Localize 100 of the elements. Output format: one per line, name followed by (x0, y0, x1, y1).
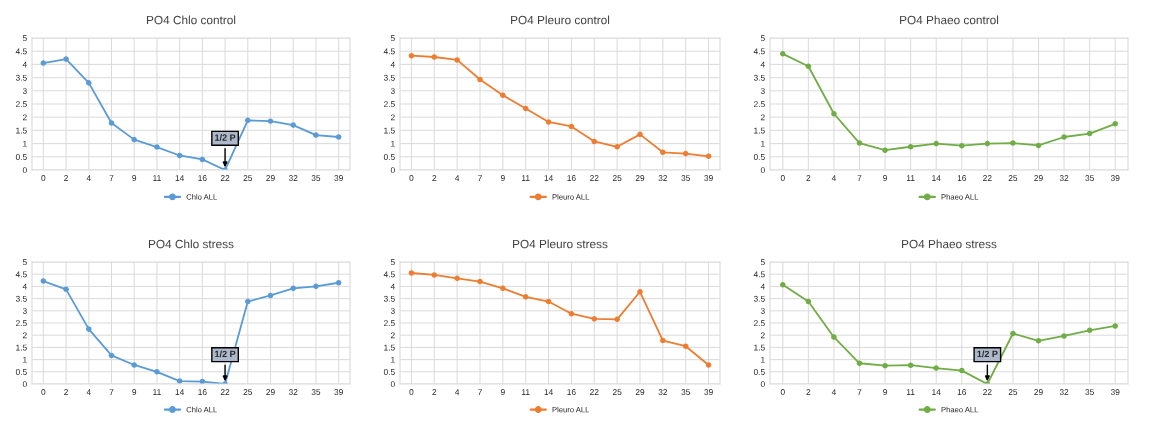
x-tick-label: 29 (266, 389, 275, 395)
y-tick-label: 4 (390, 283, 395, 290)
y-tick-label: 2.5 (15, 320, 27, 327)
x-tick-label: 7 (109, 175, 114, 181)
y-tick-label: 2.5 (15, 101, 27, 108)
chart-title: PO4 Phaeo control (900, 15, 999, 25)
y-tick-label: 3 (760, 88, 765, 94)
x-tick-label: 9 (500, 175, 505, 181)
y-tick-label: 1.5 (16, 127, 27, 134)
x-tick-label: 9 (883, 389, 887, 395)
chart-title: PO4 Chlo control (147, 15, 236, 25)
y-tick-label: 2.5 (383, 320, 395, 327)
x-tick-label: 14 (932, 175, 941, 181)
y-tick-label: 3.5 (383, 74, 395, 81)
x-tick-label: 32 (288, 175, 298, 181)
x-tick-label: 0 (780, 389, 785, 395)
x-tick-label: 9 (132, 389, 137, 395)
x-tick-label: 35 (681, 175, 690, 181)
x-tick-label: 25 (612, 389, 622, 395)
y-tick-label: 0.5 (15, 154, 27, 160)
x-tick-label: 29 (1034, 175, 1043, 181)
y-tick-label: 4.5 (15, 48, 27, 55)
x-tick-label: 25 (1008, 389, 1018, 395)
x-tick-label: 4 (86, 175, 91, 181)
y-tick-label: 3.5 (15, 295, 27, 302)
x-tick-label: 7 (478, 175, 482, 181)
x-tick-label: 39 (704, 389, 713, 395)
y-tick-label: 1.5 (16, 344, 27, 351)
x-tick-label: 16 (567, 175, 576, 181)
x-tick-label: 22 (220, 175, 230, 181)
x-tick-label: 22 (983, 389, 992, 395)
x-tick-label: 16 (198, 175, 207, 181)
x-tick-label: 11 (153, 175, 161, 181)
y-tick-label: 4 (22, 61, 27, 68)
y-tick-label: 2 (760, 332, 765, 339)
x-tick-label: 0 (409, 389, 414, 395)
x-tick-label: 0 (409, 175, 414, 181)
x-tick-label: 22 (590, 175, 599, 181)
y-tick-label: 3.5 (15, 74, 27, 81)
y-tick-label: 4 (22, 283, 27, 290)
x-tick-label: 0 (780, 175, 785, 181)
y-tick-label: 2.5 (753, 320, 765, 327)
x-tick-label: 7 (109, 389, 114, 395)
y-tick-label: 1 (23, 356, 27, 363)
x-tick-label: 11 (906, 389, 915, 395)
y-tick-label: 0 (390, 167, 395, 174)
chart-title: PO4 Pleuro stress (513, 239, 608, 249)
x-tick-label: 29 (1034, 389, 1043, 395)
x-tick-label: 25 (612, 175, 622, 181)
x-tick-label: 7 (857, 389, 862, 395)
y-tick-label: 0.5 (753, 369, 765, 375)
y-tick-label: 3 (390, 308, 395, 314)
y-tick-label: 4.5 (383, 271, 395, 278)
x-tick-label: 2 (64, 175, 68, 181)
y-tick-label: 2 (760, 114, 765, 121)
x-tick-label: 39 (1110, 389, 1120, 395)
x-tick-label: 29 (266, 175, 275, 181)
x-tick-label: 32 (658, 175, 668, 181)
y-tick-label: 3.5 (753, 295, 765, 302)
x-tick-label: 0 (41, 389, 46, 395)
x-tick-label: 39 (704, 175, 713, 181)
y-tick-label: 1.5 (384, 127, 395, 134)
y-tick-label: 0.5 (753, 154, 765, 160)
annotation: 1/2 P (215, 134, 236, 141)
y-tick-label: 2.5 (753, 101, 765, 108)
y-tick-label: 3.5 (383, 295, 395, 302)
x-tick-label: 25 (243, 175, 253, 181)
x-tick-label: 9 (132, 175, 137, 181)
x-tick-label: 11 (906, 175, 915, 181)
x-tick-label: 4 (455, 389, 460, 395)
y-tick-label: 5 (22, 259, 27, 266)
x-tick-label: 35 (681, 389, 690, 395)
x-tick-label: 32 (658, 389, 668, 395)
y-tick-label: 2 (22, 332, 27, 339)
annotation: 1/2 P (215, 350, 236, 358)
x-tick-label: 14 (544, 175, 553, 181)
y-tick-label: 1 (391, 140, 395, 147)
y-tick-label: 2 (390, 332, 395, 339)
y-tick-label: 2 (22, 114, 27, 121)
y-tick-label: 4 (760, 283, 765, 290)
x-tick-label: 2 (432, 389, 437, 395)
y-tick-label: 0 (760, 381, 765, 388)
x-tick-label: 14 (175, 389, 185, 395)
y-tick-label: 4 (390, 61, 395, 68)
y-tick-label: 2.5 (383, 101, 395, 108)
x-tick-label: 4 (86, 389, 91, 395)
x-tick-label: 32 (1059, 175, 1069, 181)
y-tick-label: 1 (761, 356, 765, 363)
y-tick-label: 5 (22, 35, 27, 42)
x-tick-label: 11 (153, 389, 161, 395)
y-tick-label: 0.5 (15, 369, 27, 375)
y-tick-label: 5 (760, 35, 765, 42)
x-tick-label: 35 (1085, 175, 1094, 181)
y-tick-label: 4.5 (383, 48, 395, 55)
x-tick-label: 11 (522, 175, 530, 181)
x-tick-label: 2 (432, 175, 437, 181)
x-tick-label: 16 (198, 389, 207, 395)
y-tick-label: 3 (760, 308, 765, 314)
x-tick-label: 14 (175, 175, 185, 181)
x-tick-label: 39 (1110, 175, 1120, 181)
